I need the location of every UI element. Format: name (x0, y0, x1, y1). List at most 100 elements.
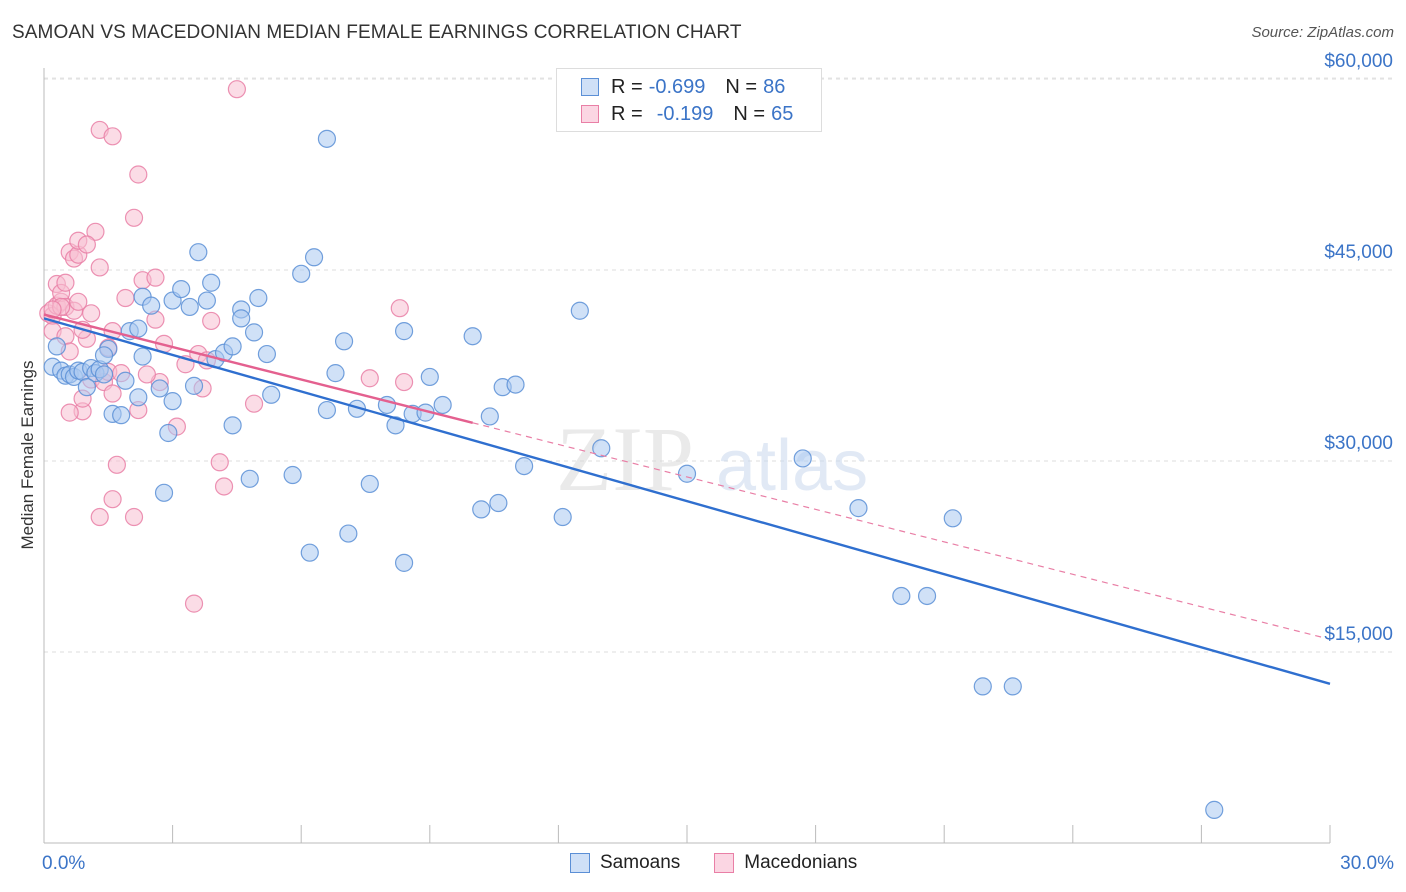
watermark-zip: ZIP (556, 408, 694, 510)
y-tick-label: $15,000 (1324, 624, 1393, 645)
samoans-point (304, 248, 324, 267)
samoans-point (489, 493, 508, 513)
samoans-point (112, 406, 131, 425)
samoans-point (262, 385, 281, 404)
chart-title: SAMOAN VS MACEDONIAN MEDIAN FEMALE EARNI… (12, 22, 742, 43)
samoans-point (339, 524, 358, 543)
samoans-point (1003, 677, 1022, 696)
axes (43, 68, 1331, 844)
macedonians-point (244, 394, 264, 413)
samoans-points (43, 129, 1224, 819)
samoans-point (154, 483, 174, 502)
samoans-point (300, 543, 319, 562)
x-tick-label: 0.0% (42, 853, 85, 874)
samoans-point (129, 388, 148, 407)
macedonians-point (227, 80, 246, 99)
samoans-point (142, 296, 161, 315)
samoans-point (592, 439, 611, 458)
watermark-atlas: atlas (716, 426, 868, 506)
macedonians-point (184, 594, 204, 613)
samoans-point (129, 319, 148, 338)
macedonians-swatch (581, 105, 599, 123)
samoans-point (472, 500, 491, 519)
legend-label-macedonians: Macedonians (744, 852, 858, 873)
samoans-point (317, 129, 337, 148)
stats-legend-box: R = -0.699 N = 86 R = -0.199 N = 65 (556, 68, 822, 132)
macedonians-point (103, 127, 122, 146)
samoans-point (334, 332, 354, 351)
macedonians-point (394, 372, 414, 392)
samoans-point (172, 280, 191, 299)
samoans-point (184, 376, 204, 395)
samoans-point (232, 309, 251, 328)
macedonians-trend-line (43, 313, 473, 424)
samoans-point (849, 499, 868, 518)
samoans-point (1205, 800, 1224, 819)
macedonians-point (137, 365, 156, 384)
y-tick-label: $45,000 (1324, 242, 1393, 263)
macedonians-point (77, 235, 96, 254)
samoans-point (515, 456, 534, 476)
legend-item-macedonians[interactable]: Macedonians (714, 852, 857, 874)
x-tick-label: 30.0% (1340, 853, 1394, 874)
samoans-point (94, 346, 114, 365)
samoans-point (77, 378, 96, 397)
samoans-point (480, 407, 499, 426)
bottom-legend: Samoans Macedonians (570, 852, 891, 874)
legend-swatch-macedonians (714, 853, 735, 873)
samoans-point (793, 449, 812, 468)
samoans-point (394, 553, 414, 572)
n-value: 65 (771, 102, 794, 125)
macedonians-point (103, 490, 122, 509)
macedonians-point (214, 477, 234, 496)
samoans-point (47, 337, 66, 356)
samoans-point (159, 423, 178, 443)
macedonians-point (69, 292, 88, 311)
macedonians-point (116, 288, 135, 308)
samoans-point (240, 469, 259, 488)
y-tick-labels: $15,000 $30,000 $45,000 $60,000 (1324, 51, 1393, 645)
macedonians-point (202, 311, 221, 331)
samoans-point (360, 474, 379, 494)
macedonians-point (124, 507, 144, 527)
macedonians-point (82, 304, 101, 323)
y-tick-label: $30,000 (1324, 433, 1393, 454)
samoans-point (433, 395, 452, 415)
macedonians-point (86, 222, 105, 241)
n-value: 86 (763, 75, 786, 98)
legend-item-samoans[interactable]: Samoans (570, 852, 680, 874)
macedonians-trend-extension (472, 422, 1331, 640)
samoans-point (386, 416, 405, 435)
n-label: N = (725, 75, 758, 98)
samoans-point (116, 371, 135, 390)
samoans-point (202, 273, 221, 292)
macedonians-point (107, 455, 126, 474)
macedonians-point (90, 507, 109, 527)
macedonians-point (56, 273, 75, 292)
r-value: -0.199 (656, 102, 714, 125)
samoans-point (283, 465, 302, 485)
samoans-point (197, 291, 216, 310)
macedonians-point (43, 300, 62, 319)
y-tick-label: $60,000 (1324, 51, 1393, 72)
samoans-point (326, 364, 345, 383)
r-value: -0.699 (648, 75, 706, 98)
samoans-point (223, 337, 242, 356)
samoans-swatch (581, 78, 599, 96)
samoans-point (163, 392, 182, 411)
samoans-trend-line (43, 317, 1331, 685)
samoans-point (506, 375, 525, 394)
samoans-point (249, 288, 268, 308)
samoans-point (317, 400, 337, 420)
samoans-point (292, 264, 311, 283)
macedonians-point (210, 453, 229, 472)
samoans-point (570, 301, 589, 320)
macedonians-point (146, 268, 165, 287)
samoans-point (180, 297, 199, 317)
watermark: ZIP atlas (556, 408, 868, 510)
macedonians-point (390, 299, 409, 318)
stats-row-samoans: R = -0.699 N = 86 (581, 73, 785, 101)
macedonians-point (60, 403, 79, 422)
samoans-point (917, 586, 937, 606)
samoans-point (463, 327, 482, 346)
